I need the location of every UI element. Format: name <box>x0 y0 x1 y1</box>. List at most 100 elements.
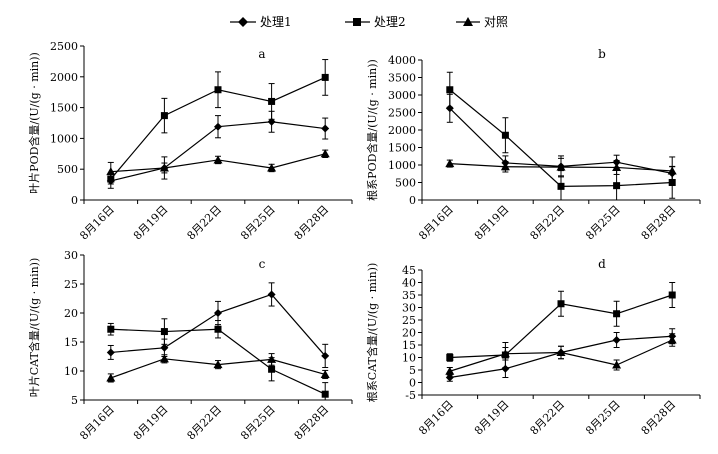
y-tick-label: 30 <box>402 302 416 315</box>
y-tick-label: 500 <box>395 177 416 190</box>
panel-letter: c <box>259 257 266 271</box>
x-tick-label: 8月19日 <box>472 398 512 438</box>
series-diamond <box>106 282 330 369</box>
data-point-triangle <box>159 163 169 172</box>
y-tick-label: 35 <box>402 289 416 302</box>
y-axis-title: 叶片CAT含量/(U/(g · min)) <box>27 258 41 398</box>
y-tick-label: 30 <box>64 249 78 262</box>
data-point-triangle <box>159 354 169 363</box>
data-point-triangle <box>106 167 116 176</box>
series-triangle <box>106 353 330 383</box>
y-tick-label: 5 <box>409 364 416 377</box>
data-point-square <box>613 310 621 318</box>
legend-item-treatment2: 处理2 <box>345 15 406 29</box>
data-point-triangle <box>320 369 330 378</box>
y-tick-label: 10 <box>64 365 78 378</box>
y-tick-label: 15 <box>64 336 78 349</box>
data-point-diamond <box>501 364 510 373</box>
data-point-triangle <box>612 360 622 369</box>
y-tick-label: 2000 <box>388 124 416 137</box>
data-point-triangle <box>267 354 277 363</box>
x-tick-label: 8月28日 <box>292 203 332 243</box>
x-tick-label: 8月25日 <box>238 203 278 243</box>
x-tick-label: 8月22日 <box>528 398 568 438</box>
data-point-square <box>268 365 276 373</box>
data-point-triangle <box>445 159 455 168</box>
data-point-triangle <box>667 166 677 175</box>
data-point-triangle <box>106 373 116 382</box>
data-point-diamond <box>612 336 621 344</box>
x-tick-label: 8月25日 <box>238 403 278 443</box>
data-point-triangle <box>556 162 566 171</box>
data-point-triangle <box>445 366 455 375</box>
x-tick-label: 8月25日 <box>583 398 623 438</box>
y-tick-label: 20 <box>402 327 416 340</box>
data-point-diamond <box>267 290 276 299</box>
x-tick-label: 8月16日 <box>77 203 117 243</box>
series-diamond <box>106 110 330 189</box>
y-tick-label: 1000 <box>388 159 416 172</box>
y-tick-label: 10 <box>402 352 416 365</box>
data-point-square <box>214 325 222 333</box>
data-point-square <box>160 112 168 120</box>
y-tick-label: 15 <box>402 339 416 352</box>
data-point-diamond <box>321 124 330 133</box>
x-tick-label: 8月16日 <box>416 398 456 438</box>
data-point-square <box>268 97 276 105</box>
series-square <box>107 318 329 401</box>
data-point-triangle <box>667 335 677 344</box>
data-point-diamond <box>214 122 222 131</box>
data-point-triangle <box>612 162 622 171</box>
data-point-square <box>613 182 621 190</box>
data-point-square <box>668 291 676 299</box>
data-point-triangle <box>500 349 510 358</box>
legend-item-control: 对照 <box>456 15 508 29</box>
diamond-marker <box>238 17 248 27</box>
legend-label: 处理2 <box>374 15 406 29</box>
data-point-triangle <box>213 360 223 369</box>
y-tick-label: -5 <box>405 389 416 402</box>
y-tick-label: 45 <box>402 264 416 277</box>
y-tick-label: 0 <box>71 194 78 207</box>
panel-letter: b <box>598 47 606 61</box>
y-tick-label: 40 <box>402 277 416 290</box>
data-point-square <box>214 86 222 94</box>
data-point-triangle <box>500 162 510 171</box>
x-tick-label: 8月19日 <box>472 203 512 243</box>
data-point-diamond <box>214 309 222 317</box>
y-tick-label: 3000 <box>388 89 416 102</box>
panel-b: 0 500 1000 1500 2000 2500 3000 3500 4000 8月16日 8月1… <box>365 47 701 243</box>
data-point-square <box>557 300 565 308</box>
data-point-diamond <box>106 348 115 357</box>
data-point-square <box>501 131 509 139</box>
y-axis-title: 叶片POD含量/(U/(g · min)) <box>27 52 41 194</box>
y-tick-label: 5 <box>71 394 78 407</box>
x-tick-label: 8月19日 <box>131 203 171 243</box>
panel-c: 5 10 15 20 25 30 8月16日 8月19日 8月22日 8月25日 8月28日 c 叶片C… <box>27 249 353 443</box>
x-tick-label: 8月25日 <box>583 203 623 243</box>
x-tick-label: 8月28日 <box>639 203 679 243</box>
data-point-square <box>557 182 565 190</box>
y-tick-label: 1500 <box>50 102 78 115</box>
y-tick-label: 2000 <box>50 71 78 84</box>
y-tick-label: 2500 <box>50 40 78 53</box>
series-triangle <box>445 156 677 186</box>
legend-item-treatment1: 处理1 <box>230 15 292 29</box>
y-tick-label: 2500 <box>388 107 416 120</box>
x-tick-label: 8月22日 <box>528 203 568 243</box>
legend-label: 对照 <box>484 15 508 29</box>
series-triangle <box>445 333 677 376</box>
y-tick-label: 500 <box>57 163 78 176</box>
data-point-square <box>321 73 329 81</box>
y-axis-title: 根系CAT含量/(U/(g · min)) <box>365 263 379 403</box>
y-tick-label: 20 <box>64 307 78 320</box>
y-tick-label: 0 <box>409 377 416 390</box>
data-point-diamond <box>321 351 330 360</box>
y-tick-label: 25 <box>402 314 416 327</box>
y-tick-label: 0 <box>409 194 416 207</box>
x-tick-label: 8月16日 <box>416 203 456 243</box>
data-point-square <box>446 354 454 361</box>
x-tick-label: 8月28日 <box>639 398 679 438</box>
